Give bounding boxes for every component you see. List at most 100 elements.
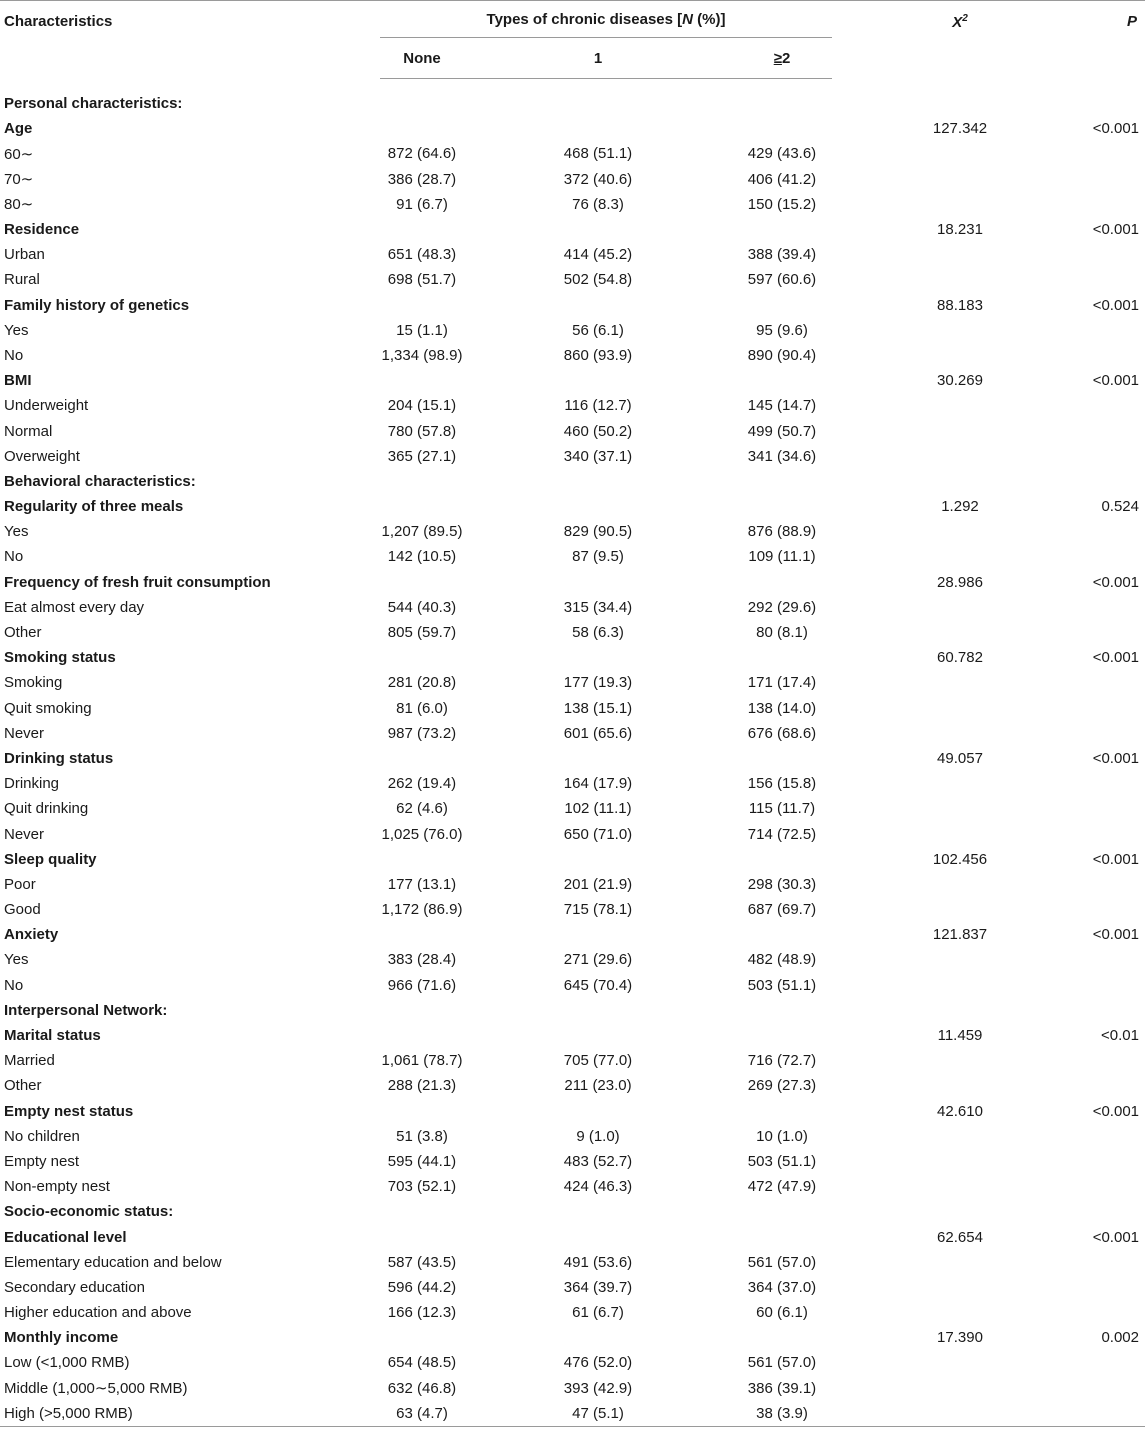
cell-one: 645 (70.4) — [563, 976, 633, 994]
cell-p-value — [1088, 973, 1145, 998]
cell-two-plus: 10 (1.0) — [756, 1127, 808, 1145]
cell-chi-square — [832, 1376, 1088, 1401]
cell-chi-square — [832, 318, 1088, 343]
cell-p-value — [1088, 897, 1145, 922]
table-row: 80∼ 91 (6.7) 76 (8.3) 150 (15.2) — [0, 192, 1145, 217]
cell-one — [464, 293, 732, 318]
cell-one — [464, 368, 732, 393]
cell-p-value: <0.001 — [1092, 296, 1139, 314]
table-header: Characteristics Types of chronic disease… — [0, 0, 1145, 79]
cell-p-value — [1088, 1073, 1145, 1098]
cell-chi-square — [832, 821, 1088, 846]
variable-label: Empty nest status — [4, 1102, 134, 1120]
cell-chi-square — [832, 1350, 1088, 1375]
cell-none: 596 (44.2) — [387, 1278, 457, 1296]
cell-chi-square — [832, 1250, 1088, 1275]
cell-two-plus: 298 (30.3) — [747, 875, 817, 893]
cell-two-plus: 687 (69.7) — [747, 901, 817, 919]
item-label: Empty nest — [4, 1152, 80, 1170]
cell-one: 138 (15.1) — [563, 699, 633, 717]
cell-two-plus: 386 (39.1) — [747, 1379, 817, 1397]
cell-none: 288 (21.3) — [387, 1077, 457, 1095]
cell-none: 177 (13.1) — [387, 875, 457, 893]
cell-none: 62 (4.6) — [396, 800, 448, 818]
item-label: 70∼ — [4, 171, 34, 189]
cell-two-plus — [732, 922, 832, 947]
cell-chi-square — [832, 595, 1088, 620]
cell-p-value — [1088, 1376, 1145, 1401]
cell-p-value — [1088, 1350, 1145, 1375]
variable-row: Family history of genetics 88.183 <0.001 — [0, 293, 1145, 318]
cell-none: 651 (48.3) — [387, 246, 457, 264]
cell-two-plus: 95 (9.6) — [756, 321, 808, 339]
table-row: Secondary education 596 (44.2) 364 (39.7) 3… — [0, 1275, 1145, 1300]
cell-one: 372 (40.6) — [563, 170, 633, 188]
section-row: Socio-economic status: — [0, 1199, 1145, 1224]
table-row: Higher education and above 166 (12.3) 61 (… — [0, 1300, 1145, 1325]
cell-one: 9 (1.0) — [576, 1127, 620, 1145]
cell-p-value: <0.001 — [1092, 850, 1139, 868]
cell-two-plus: 561 (57.0) — [747, 1354, 817, 1372]
cell-two-plus — [732, 1099, 832, 1124]
item-label: Urban — [4, 246, 45, 264]
cell-p-value — [1088, 872, 1145, 897]
table-row: Rural 698 (51.7) 502 (54.8) 597 (60.6) — [0, 267, 1145, 292]
table-row: Eat almost every day 544 (40.3) 315 (34.4)… — [0, 595, 1145, 620]
cell-chi-square — [832, 1275, 1088, 1300]
cell-two-plus: 364 (37.0) — [747, 1278, 817, 1296]
header-characteristics: Characteristics — [0, 0, 380, 79]
cell-two-plus: 269 (27.3) — [747, 1077, 817, 1095]
cell-chi-square — [832, 167, 1088, 192]
cell-one: 483 (52.7) — [563, 1152, 633, 1170]
cell-p-value: <0.001 — [1092, 1102, 1139, 1120]
cell-chi-square: 1.292 — [941, 498, 979, 516]
item-label: Underweight — [4, 397, 89, 415]
cell-two-plus: 714 (72.5) — [747, 825, 817, 843]
cell-p-value — [1088, 242, 1145, 267]
item-label: Other — [4, 1077, 42, 1095]
cell-two-plus — [732, 217, 832, 242]
table-row: Drinking 262 (19.4) 164 (17.9) 156 (15.8) — [0, 771, 1145, 796]
cell-one: 715 (78.1) — [563, 901, 633, 919]
cell-chi-square — [832, 141, 1088, 166]
cell-one: 56 (6.1) — [572, 321, 624, 339]
cell-two-plus — [732, 1325, 832, 1350]
item-label: Eat almost every day — [4, 598, 145, 616]
table-row: Poor 177 (13.1) 201 (21.9) 298 (30.3) — [0, 872, 1145, 897]
header-spacer — [0, 79, 1145, 92]
cell-two-plus: 38 (3.9) — [732, 1400, 832, 1427]
item-label: Other — [4, 624, 42, 642]
cell-one: 860 (93.9) — [563, 346, 633, 364]
table-row: Never 1,025 (76.0) 650 (71.0) 714 (72.5) — [0, 821, 1145, 846]
cell-chi-square: 121.837 — [932, 926, 988, 944]
cell-none: 1,025 (76.0) — [381, 825, 463, 843]
item-label: Poor — [4, 875, 36, 893]
cell-one — [464, 217, 732, 242]
item-label: Normal — [4, 422, 53, 440]
cell-none — [380, 922, 464, 947]
cell-two-plus: 503 (51.1) — [747, 976, 817, 994]
cell-chi-square — [832, 1400, 1088, 1427]
section-label: Socio-economic status: — [4, 1203, 174, 1221]
cell-none — [380, 293, 464, 318]
cell-one: 47 (5.1) — [464, 1400, 732, 1427]
cell-chi-square: 62.654 — [937, 1228, 983, 1246]
cell-one: 102 (11.1) — [564, 800, 632, 818]
cell-p-value — [1088, 469, 1145, 494]
cell-chi-square — [832, 1300, 1088, 1325]
cell-chi-square: 11.459 — [937, 1027, 983, 1045]
variable-label: Age — [4, 120, 33, 138]
variable-label: Smoking status — [4, 649, 116, 667]
cell-none: 1,207 (89.5) — [381, 523, 463, 541]
cell-chi-square — [832, 393, 1088, 418]
cell-chi-square — [832, 696, 1088, 721]
cell-chi-square — [832, 1124, 1088, 1149]
item-label: Never — [4, 825, 45, 843]
cell-one — [464, 469, 732, 494]
cell-one: 650 (71.0) — [563, 825, 633, 843]
table-row: Overweight 365 (27.1) 340 (37.1) 341 (34.6) — [0, 444, 1145, 469]
variable-label: Frequency of fresh fruit consumption — [4, 573, 271, 591]
item-label: Secondary education — [4, 1278, 145, 1296]
cell-p-value: <0.001 — [1092, 221, 1139, 239]
cell-none: 15 (1.1) — [396, 321, 448, 339]
